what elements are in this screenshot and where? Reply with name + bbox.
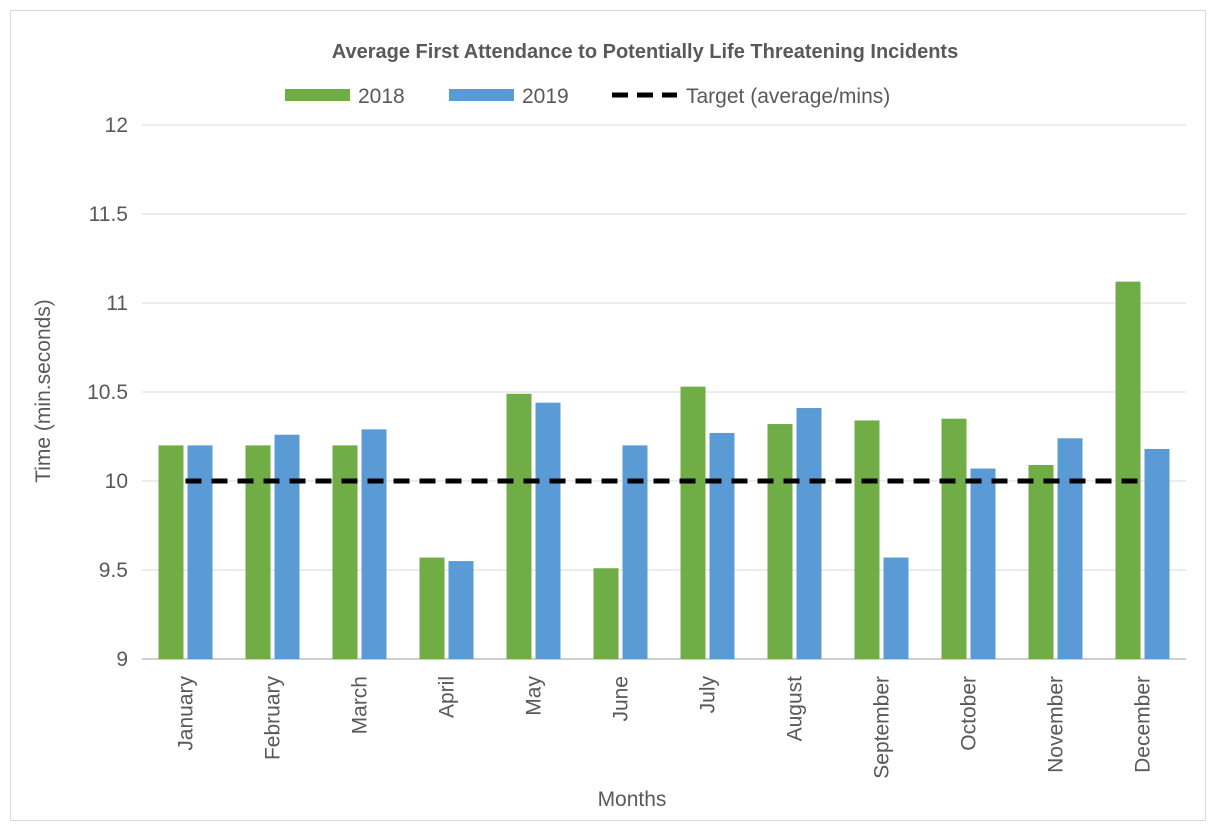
x-tick-label: August — [784, 676, 807, 742]
y-tick-label: 10.5 — [87, 381, 128, 404]
x-tick-label: April — [436, 676, 459, 718]
bar-2019-october — [970, 468, 996, 659]
y-tick-label: 11.5 — [89, 203, 128, 226]
bar-2018-october — [941, 418, 967, 659]
x-tick-label: July — [697, 676, 720, 714]
bar-2019-april — [448, 561, 474, 659]
bar-2018-january — [158, 445, 184, 659]
legend-label-target: Target (average/mins) — [686, 85, 890, 108]
bar-2019-august — [796, 408, 822, 659]
x-tick-labels: January February March April May June July Augu… — [175, 676, 1155, 779]
bar-2019-september — [883, 557, 909, 659]
y-tick-label: 11 — [106, 292, 128, 315]
bar-2018-july — [680, 386, 706, 659]
bar-2018-april — [419, 557, 445, 659]
legend-swatch-2018 — [285, 89, 350, 101]
x-tick-label: November — [1045, 676, 1068, 773]
bar-2019-november — [1057, 438, 1083, 659]
y-tick-label: 12 — [105, 114, 128, 137]
x-axis-title: Months — [598, 788, 667, 811]
x-tick-label: February — [262, 676, 285, 761]
bar-2019-march — [361, 429, 387, 659]
bar-2018-june — [593, 568, 619, 659]
y-axis-title: Time (min.seconds) — [32, 299, 55, 483]
bar-2018-november — [1028, 464, 1054, 659]
x-tick-label: September — [871, 676, 894, 779]
bar-2018-march — [332, 445, 358, 659]
x-tick-label: June — [610, 676, 633, 722]
bar-2018-august — [767, 424, 793, 659]
legend-label-2019: 2019 — [522, 85, 569, 108]
y-tick-label: 9.5 — [99, 559, 128, 582]
bar-2018-may — [506, 393, 532, 659]
y-tick-label: 9 — [116, 648, 128, 671]
legend: 2018 2019 Target (average/mins) — [285, 85, 890, 108]
bar-2018-december — [1115, 281, 1141, 659]
bar-2018-february — [245, 445, 271, 659]
bar-2019-may — [535, 402, 561, 659]
x-tick-label: March — [349, 676, 372, 734]
x-tick-label: January — [175, 676, 198, 751]
y-tick-label: 10 — [105, 470, 128, 493]
x-tick-label: December — [1132, 676, 1155, 773]
x-tick-label: October — [958, 676, 981, 751]
bar-2019-june — [622, 445, 648, 659]
bar-2019-july — [709, 432, 735, 659]
chart-title: Average First Attendance to Potentially … — [332, 41, 958, 63]
legend-swatch-2019 — [449, 89, 514, 101]
bar-2019-february — [274, 434, 300, 659]
gridlines — [142, 124, 1186, 660]
bar-2018-september — [854, 420, 880, 659]
y-tick-labels: 9 9.5 10 10.5 11 11.5 12 — [87, 114, 128, 671]
x-tick-label: May — [523, 676, 546, 716]
chart-frame — [10, 10, 1206, 821]
bar-2019-january — [187, 445, 213, 659]
bar-2019-december — [1144, 448, 1170, 659]
bars — [158, 281, 1170, 659]
legend-label-2018: 2018 — [358, 85, 405, 108]
